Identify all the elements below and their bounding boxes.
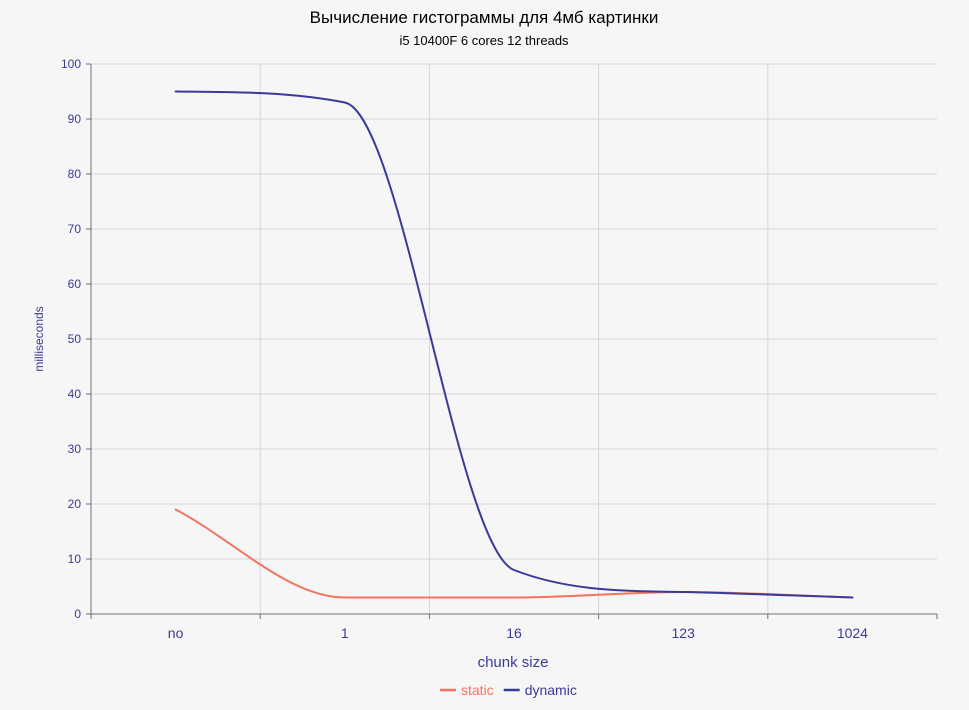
legend: static dynamic [440, 682, 577, 698]
chart-title: Вычисление гистограммы для 4мб картинки [310, 8, 659, 27]
x-tick-label: 123 [672, 625, 696, 641]
legend-label: dynamic [525, 682, 577, 698]
chart-subtitle: i5 10400F 6 cores 12 threads [399, 33, 569, 48]
y-tick-label: 100 [61, 57, 81, 71]
x-tick-labels: no 1 16 123 1024 [168, 625, 868, 641]
y-tick-labels: 0 10 20 30 40 50 60 70 80 90 100 [61, 57, 81, 621]
y-tick-label: 20 [68, 497, 82, 511]
grid-lines [91, 63, 937, 614]
y-tick-label: 80 [68, 167, 82, 181]
x-tick-label: 16 [506, 625, 522, 641]
x-tick-label: 1024 [837, 625, 868, 641]
legend-label: static [461, 682, 494, 698]
series-lines [174, 90, 854, 599]
legend-item-static[interactable]: static [440, 682, 494, 698]
y-tick-label: 40 [68, 387, 82, 401]
y-tick-label: 60 [68, 277, 82, 291]
x-tick-label: 1 [341, 625, 349, 641]
y-tick-label: 90 [68, 112, 82, 126]
series-line-dynamic [174, 90, 854, 599]
y-tick-label: 50 [68, 332, 82, 346]
y-tick-label: 30 [68, 442, 82, 456]
legend-item-dynamic[interactable]: dynamic [503, 682, 577, 698]
x-axis-label: chunk size [478, 654, 549, 671]
y-tick-label: 0 [74, 607, 81, 621]
x-tick-label: no [168, 625, 184, 641]
axes [86, 63, 938, 619]
y-tick-label: 10 [68, 552, 82, 566]
y-axis-label: milliseconds [32, 306, 46, 371]
series-line-static [174, 508, 854, 599]
y-tick-label: 70 [68, 222, 82, 236]
